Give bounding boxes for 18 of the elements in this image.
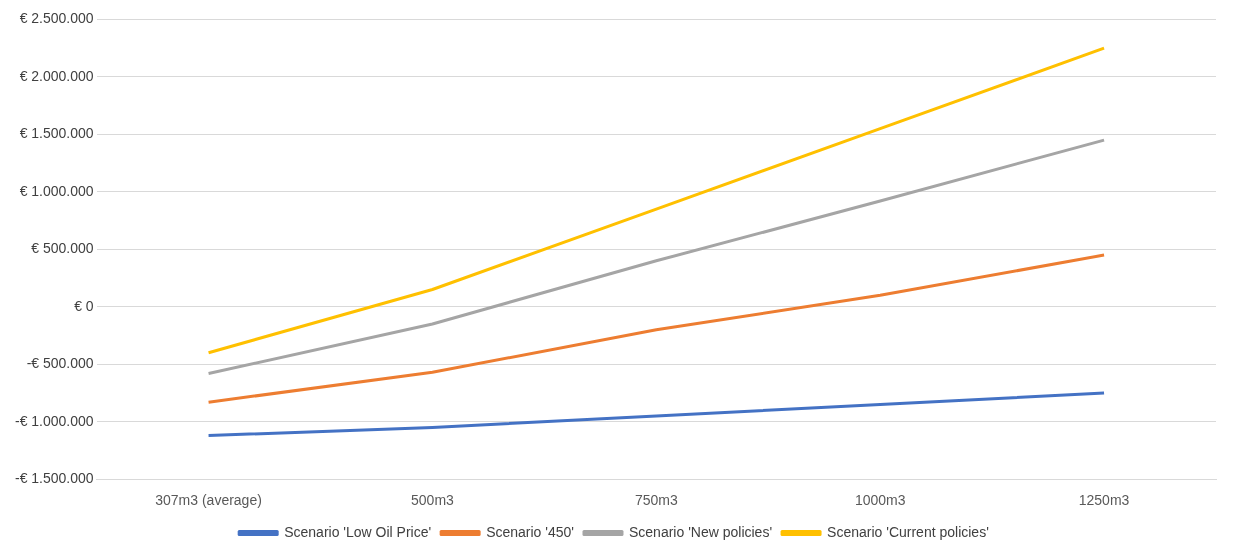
legend-label: Scenario 'New policies' (628, 523, 773, 540)
x-tick-label: 750m3 (634, 492, 678, 509)
y-tick-label: € 1.000.000 (19, 182, 94, 199)
y-tick-label: -€ 500.000 (26, 355, 94, 372)
y-tick-label: € 2.500.000 (19, 10, 94, 27)
legend-label: Scenario 'Current policies' (827, 523, 989, 540)
x-tick-label: 307m3 (average) (155, 492, 262, 509)
legend-label: Scenario '450' (486, 523, 574, 540)
y-tick-label: -€ 1.000.000 (15, 412, 94, 429)
x-tick-label: 1250m3 (1078, 492, 1130, 509)
x-tick-label: 500m3 (411, 492, 455, 509)
y-tick-label: € 500.000 (31, 240, 94, 257)
y-tick-label: -€ 1.500.000 (15, 470, 94, 487)
y-tick-label: € 2.000.000 (19, 67, 94, 84)
y-tick-label: € 1.500.000 (19, 125, 94, 142)
x-tick-label: 1000m3 (854, 492, 906, 509)
legend-label: Scenario 'Low Oil Price' (284, 523, 432, 540)
y-tick-label: € 0 (74, 297, 94, 314)
